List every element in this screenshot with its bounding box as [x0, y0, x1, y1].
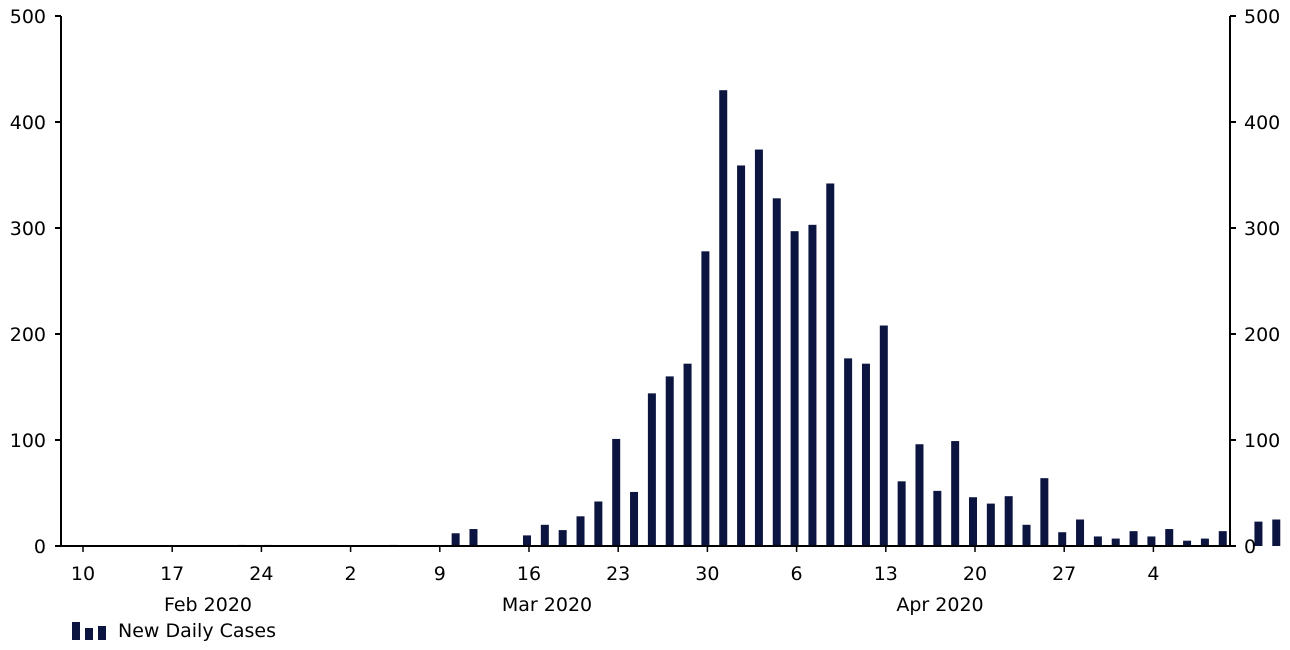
bar — [683, 363, 692, 546]
y-tick-label: 500 — [1244, 6, 1280, 28]
bar — [754, 149, 763, 546]
bar — [844, 358, 853, 546]
legend: New Daily Cases — [72, 620, 276, 642]
x-tick-label: 23 — [606, 563, 630, 585]
month-label: Feb 2020 — [164, 594, 252, 616]
legend-swatch — [72, 622, 106, 640]
bar — [772, 198, 781, 546]
y-tick-label: 500 — [10, 6, 46, 28]
bar — [879, 325, 888, 546]
x-tick-label: 2 — [345, 563, 357, 585]
bar — [808, 224, 817, 546]
x-tick-label: 16 — [517, 563, 541, 585]
x-tick-label: 30 — [695, 563, 719, 585]
bar — [1147, 536, 1156, 546]
bar — [665, 376, 674, 546]
bar — [1093, 536, 1102, 546]
bar — [1058, 532, 1067, 546]
bar — [576, 516, 585, 546]
bars-group — [237, 90, 1281, 547]
bar — [540, 524, 549, 546]
bar — [1129, 531, 1138, 546]
bar — [861, 363, 870, 546]
y-tick-label: 300 — [1244, 218, 1280, 240]
x-tick-label: 13 — [874, 563, 898, 585]
bar — [986, 503, 995, 546]
bar — [915, 444, 924, 546]
bar — [933, 490, 942, 546]
bar — [1004, 496, 1013, 546]
bar — [1272, 519, 1281, 546]
left-y-ticks: 0 100 200 300 400 500 — [10, 6, 61, 558]
y-tick-label: 0 — [34, 536, 46, 558]
bar — [1200, 538, 1209, 546]
y-tick-label: 300 — [10, 218, 46, 240]
bar — [701, 251, 710, 546]
bar — [612, 438, 621, 546]
legend-label: New Daily Cases — [118, 620, 276, 642]
bar — [1111, 538, 1120, 546]
bar — [951, 441, 960, 546]
bar — [523, 535, 531, 546]
x-tick-label: 20 — [963, 563, 987, 585]
bar — [969, 497, 977, 546]
right-y-ticks: 0 100 200 300 400 500 — [1230, 6, 1280, 558]
y-tick-label: 100 — [10, 430, 46, 452]
bar — [790, 231, 799, 546]
bar — [558, 530, 567, 546]
bar — [469, 529, 478, 546]
bar — [1183, 540, 1192, 546]
bar — [1076, 519, 1085, 546]
x-tick-label: 17 — [160, 563, 184, 585]
x-tick-label: 27 — [1052, 563, 1076, 585]
bar — [594, 501, 603, 546]
x-tick-label: 10 — [71, 563, 95, 585]
bar — [737, 165, 746, 546]
y-tick-label: 200 — [1244, 324, 1280, 346]
bar — [451, 533, 460, 546]
bar — [826, 183, 835, 547]
bar — [630, 491, 639, 546]
bar — [1022, 524, 1031, 546]
bar — [1254, 521, 1263, 546]
x-tick-label: 4 — [1147, 563, 1159, 585]
x-ticks: 10 17 24 2 9 16 23 30 6 13 20 27 4 — [71, 546, 1159, 585]
bar — [897, 481, 906, 546]
bar — [1218, 531, 1227, 546]
y-tick-label: 0 — [1244, 536, 1256, 558]
bar — [719, 90, 728, 546]
x-tick-label: 9 — [434, 563, 446, 585]
month-labels: Feb 2020 Mar 2020 Apr 2020 — [164, 594, 984, 616]
month-label: Apr 2020 — [896, 594, 983, 616]
bar — [647, 393, 656, 546]
y-tick-label: 200 — [10, 324, 46, 346]
x-tick-label: 24 — [249, 563, 273, 585]
y-tick-label: 100 — [1244, 430, 1280, 452]
month-label: Mar 2020 — [502, 594, 592, 616]
bar — [1165, 529, 1174, 546]
x-tick-label: 6 — [791, 563, 803, 585]
bar — [1040, 478, 1049, 546]
y-tick-label: 400 — [10, 112, 46, 134]
y-tick-label: 400 — [1244, 112, 1280, 134]
